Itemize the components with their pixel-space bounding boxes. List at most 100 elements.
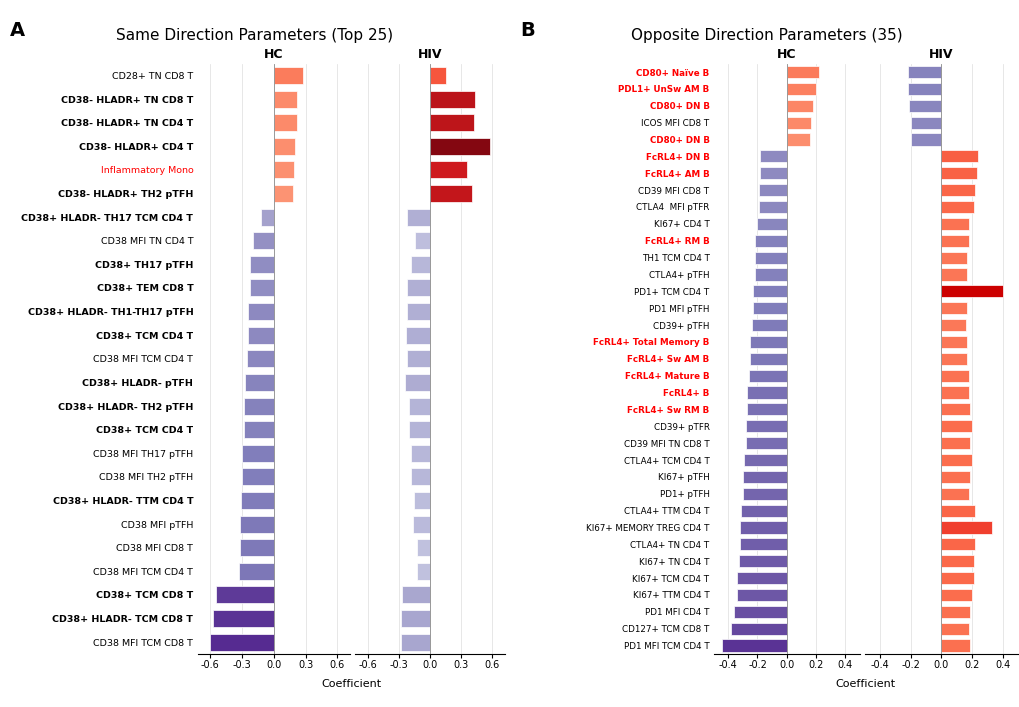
Bar xyxy=(941,218,968,230)
Bar xyxy=(754,252,786,264)
Bar xyxy=(737,589,786,601)
Bar xyxy=(758,184,786,197)
Bar xyxy=(417,563,430,580)
Bar xyxy=(430,67,445,84)
Bar xyxy=(213,610,273,627)
Bar xyxy=(415,232,430,250)
Title: HIV: HIV xyxy=(928,48,953,61)
Bar xyxy=(273,114,297,132)
Bar xyxy=(941,488,968,500)
Bar xyxy=(400,610,430,627)
Bar xyxy=(242,445,273,462)
Bar xyxy=(757,218,786,230)
Bar xyxy=(411,445,430,462)
Bar xyxy=(786,134,809,146)
Bar xyxy=(908,100,941,112)
Bar xyxy=(273,185,292,202)
Bar xyxy=(941,370,968,382)
Bar xyxy=(407,350,430,368)
Bar xyxy=(754,235,786,247)
Bar xyxy=(747,387,786,399)
Bar xyxy=(941,184,974,197)
Bar xyxy=(273,138,294,155)
Bar xyxy=(941,454,971,466)
Bar xyxy=(407,303,430,320)
Bar xyxy=(400,633,430,650)
Bar xyxy=(752,302,786,315)
Bar xyxy=(751,319,786,331)
Bar xyxy=(248,303,273,320)
Bar xyxy=(245,374,273,391)
Bar xyxy=(941,606,969,618)
Bar xyxy=(941,403,969,416)
Bar xyxy=(240,492,273,509)
Bar xyxy=(411,468,430,486)
Bar xyxy=(721,639,786,652)
Bar xyxy=(941,269,966,281)
Bar xyxy=(253,232,273,250)
Bar xyxy=(910,117,941,129)
Text: A: A xyxy=(10,21,25,40)
Bar xyxy=(941,235,968,247)
Bar xyxy=(941,623,968,635)
Bar xyxy=(941,353,966,365)
Bar xyxy=(742,488,786,500)
Bar xyxy=(941,285,1002,298)
Bar xyxy=(941,319,965,331)
Bar xyxy=(748,370,786,382)
Bar xyxy=(749,353,786,365)
Bar xyxy=(414,492,430,509)
Bar xyxy=(910,134,941,146)
Bar xyxy=(251,279,273,296)
Bar xyxy=(248,327,273,344)
Bar xyxy=(273,90,297,107)
Bar xyxy=(786,100,812,112)
Bar xyxy=(244,397,273,414)
Bar xyxy=(406,327,430,344)
Bar xyxy=(941,505,974,517)
Bar xyxy=(941,589,971,601)
Bar xyxy=(215,586,273,604)
Text: Opposite Direction Parameters (35): Opposite Direction Parameters (35) xyxy=(630,28,902,43)
Bar xyxy=(759,151,786,163)
Bar xyxy=(738,555,786,567)
Bar xyxy=(247,350,273,368)
Title: HC: HC xyxy=(776,48,796,61)
Bar xyxy=(941,639,969,652)
Bar xyxy=(430,90,474,107)
Bar xyxy=(744,454,786,466)
Bar xyxy=(411,256,430,273)
Bar xyxy=(210,633,273,650)
Text: Same Direction Parameters (Top 25): Same Direction Parameters (Top 25) xyxy=(116,28,393,43)
Bar xyxy=(941,555,972,567)
Bar xyxy=(941,437,969,449)
Bar xyxy=(759,167,786,180)
Bar xyxy=(413,515,430,532)
Bar xyxy=(941,420,971,433)
Text: Coefficient: Coefficient xyxy=(835,679,895,689)
Bar xyxy=(749,336,786,348)
Text: Coefficient: Coefficient xyxy=(321,679,381,689)
Text: B: B xyxy=(520,21,534,40)
Bar xyxy=(752,285,786,298)
Bar xyxy=(786,66,818,78)
Bar xyxy=(941,387,968,399)
Bar xyxy=(941,471,969,483)
Bar xyxy=(907,66,941,78)
Bar xyxy=(405,374,430,391)
Bar xyxy=(401,586,430,604)
Bar xyxy=(407,209,430,226)
Bar xyxy=(273,67,303,84)
Bar xyxy=(941,201,972,213)
Bar xyxy=(741,505,786,517)
Bar xyxy=(409,397,430,414)
Bar xyxy=(239,515,273,532)
Bar xyxy=(745,420,786,433)
Bar xyxy=(745,437,786,449)
Bar xyxy=(941,151,977,163)
Bar xyxy=(273,161,293,178)
Title: HC: HC xyxy=(264,48,283,61)
Bar xyxy=(941,252,966,264)
Bar xyxy=(739,521,786,534)
Bar xyxy=(734,606,786,618)
